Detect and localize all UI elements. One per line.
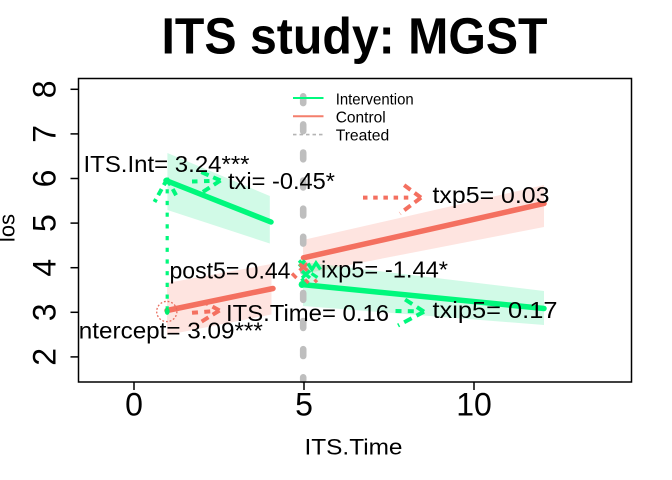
svg-text:Intervention: Intervention (336, 91, 414, 108)
svg-text:ITS.Time: ITS.Time (305, 434, 403, 459)
svg-text:ITS.Int= 3.24***: ITS.Int= 3.24*** (84, 151, 250, 177)
svg-text:3: 3 (27, 303, 63, 321)
svg-text:2: 2 (27, 348, 63, 366)
svg-text:5: 5 (295, 386, 313, 422)
svg-text:6: 6 (27, 170, 63, 188)
svg-text:ITS.Time= 0.16: ITS.Time= 0.16 (226, 300, 389, 326)
svg-text:ITS study: MGST: ITS study: MGST (162, 8, 548, 65)
svg-text:4: 4 (27, 259, 63, 277)
svg-text:txip5= 0.17: txip5= 0.17 (433, 297, 558, 323)
svg-text:0: 0 (125, 386, 143, 422)
svg-text:txi= -0.45*: txi= -0.45* (228, 168, 335, 194)
svg-text:Control: Control (336, 109, 386, 126)
svg-text:5: 5 (27, 214, 63, 232)
svg-text:10: 10 (456, 386, 492, 422)
svg-text:txp5= 0.03: txp5= 0.03 (433, 182, 550, 208)
svg-text:ntercept= 3.09***: ntercept= 3.09*** (79, 318, 263, 344)
svg-text:8: 8 (27, 80, 63, 98)
svg-text:ixp5= -1.44*: ixp5= -1.44* (321, 257, 448, 283)
svg-text:post5= 0.44: post5= 0.44 (170, 258, 291, 284)
svg-text:7: 7 (27, 125, 63, 143)
svg-text:los: los (0, 214, 20, 242)
svg-text:Treated: Treated (336, 128, 390, 145)
